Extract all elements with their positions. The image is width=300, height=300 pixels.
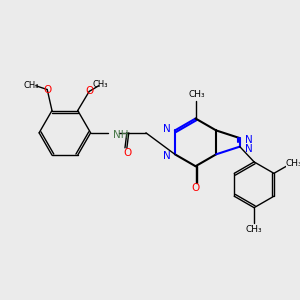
Text: O: O: [43, 85, 51, 94]
Text: CH₃: CH₃: [246, 225, 262, 234]
Text: CH₃: CH₃: [23, 81, 39, 90]
Text: CH₃: CH₃: [286, 159, 300, 168]
Text: N: N: [244, 143, 252, 154]
Text: O: O: [85, 86, 93, 97]
Text: NH: NH: [112, 130, 128, 140]
Text: N: N: [244, 136, 252, 146]
Text: N: N: [163, 151, 171, 161]
Text: CH₃: CH₃: [188, 90, 205, 99]
Text: O: O: [124, 148, 132, 158]
Text: O: O: [191, 183, 200, 193]
Text: N: N: [163, 124, 171, 134]
Text: CH₃: CH₃: [93, 80, 108, 89]
